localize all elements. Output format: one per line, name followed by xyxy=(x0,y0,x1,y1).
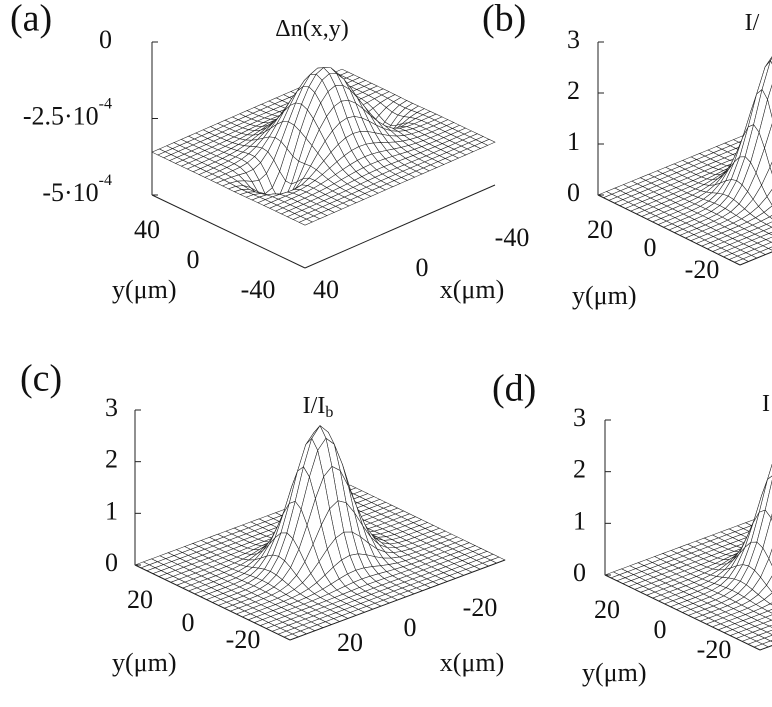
mesh-cell xyxy=(767,246,772,251)
y-axis xyxy=(151,194,306,269)
surface-mesh xyxy=(151,67,496,226)
surface-mesh xyxy=(604,463,772,651)
mesh-cell xyxy=(766,463,772,481)
y-tick-label: -20 xyxy=(226,625,261,654)
y-tick-label: -20 xyxy=(685,255,720,284)
mesh-cell xyxy=(298,218,313,226)
y-axis-label: y(μm) xyxy=(112,648,176,677)
z-tick-text: 0 xyxy=(573,558,586,587)
y-tick-label: 20 xyxy=(594,595,620,624)
z-tick-text: 1 xyxy=(105,496,118,525)
x-axis xyxy=(289,559,506,641)
z-tick-label: 2 xyxy=(573,455,586,484)
title-subscript: b xyxy=(325,404,333,421)
panel-label: (c) xyxy=(20,358,62,400)
z-tick-text: 0 xyxy=(567,178,580,207)
y-axis-label: y(μm) xyxy=(572,281,636,310)
y-axis xyxy=(134,564,291,641)
y-axis xyxy=(597,194,741,266)
panel-label: (d) xyxy=(492,368,536,410)
z-tick-exponent: -4 xyxy=(99,172,112,189)
panel-title: Δn(x,y) xyxy=(275,16,348,42)
y-axis xyxy=(604,574,761,651)
z-tick-text: 3 xyxy=(105,393,118,422)
z-tick-label: 1 xyxy=(567,127,580,156)
panel-label: (b) xyxy=(482,0,526,40)
surface-mesh xyxy=(597,56,772,266)
z-tick-text: 0 xyxy=(105,548,118,577)
panel-label: (a) xyxy=(10,0,52,40)
y-tick-label: -20 xyxy=(697,635,732,664)
z-tick-text: 2 xyxy=(105,445,118,474)
z-tick-text: 1 xyxy=(573,506,586,535)
z-tick-text: 0 xyxy=(99,25,112,54)
x-tick-label: 0 xyxy=(404,613,417,642)
y-axis-label: y(μm) xyxy=(582,658,646,687)
x-tick-label: 40 xyxy=(313,275,339,304)
title-text: I/ xyxy=(745,10,760,36)
y-tick-label: -40 xyxy=(241,275,276,304)
y-tick-label: 0 xyxy=(654,615,667,644)
mesh-cell xyxy=(768,215,772,219)
panel-title: I xyxy=(762,391,770,417)
x-tick-label: 20 xyxy=(337,628,363,657)
z-tick-text: 2 xyxy=(567,76,580,105)
z-tick-label: 3 xyxy=(573,403,586,432)
z-tick-text: 1 xyxy=(567,127,580,156)
z-tick-label: 0 xyxy=(567,178,580,207)
z-tick-label: 0 xyxy=(99,25,112,54)
panel-title: I/ xyxy=(745,10,760,36)
mesh-cell xyxy=(768,231,772,236)
x-tick-label: 0 xyxy=(416,253,429,282)
surface-mesh xyxy=(134,425,506,641)
y-tick-label: 0 xyxy=(644,233,657,262)
x-axis-label: x(μm) xyxy=(440,275,504,304)
z-tick-label: 1 xyxy=(573,506,586,535)
z-tick-label: 2 xyxy=(567,76,580,105)
x-axis-label: x(μm) xyxy=(440,648,504,677)
x-axis xyxy=(304,184,496,269)
z-tick-label: -5·10-4 xyxy=(42,172,112,207)
y-tick-label: 0 xyxy=(187,245,200,274)
z-tick-label: 1 xyxy=(105,496,118,525)
z-tick-label: 0 xyxy=(573,558,586,587)
z-tick-label: 3 xyxy=(105,393,118,422)
z-tick-label: 3 xyxy=(567,25,580,54)
z-tick-text: -5·10 xyxy=(42,178,98,207)
mesh-cell xyxy=(768,548,772,567)
x-tick-label: -20 xyxy=(463,593,498,622)
z-tick-label: -2.5·10-4 xyxy=(23,95,112,130)
title-text: I xyxy=(762,391,770,417)
x-tick-label: -40 xyxy=(495,223,530,252)
z-tick-text: 3 xyxy=(567,25,580,54)
y-tick-label: 20 xyxy=(587,215,613,244)
z-tick-text: 3 xyxy=(573,403,586,432)
z-tick-label: 2 xyxy=(105,445,118,474)
y-axis-label: y(μm) xyxy=(112,275,176,304)
panel-title: I/Ib xyxy=(303,393,334,421)
y-tick-label: 20 xyxy=(127,585,153,614)
z-tick-exponent: -4 xyxy=(99,95,112,112)
title-text: Δn(x,y) xyxy=(275,16,348,42)
z-tick-label: 0 xyxy=(105,548,118,577)
title-text: I/I xyxy=(303,393,326,419)
z-tick-text: -2.5·10 xyxy=(23,101,99,130)
y-tick-label: 0 xyxy=(182,608,195,637)
z-tick-text: 2 xyxy=(573,455,586,484)
y-tick-label: 40 xyxy=(134,215,160,244)
